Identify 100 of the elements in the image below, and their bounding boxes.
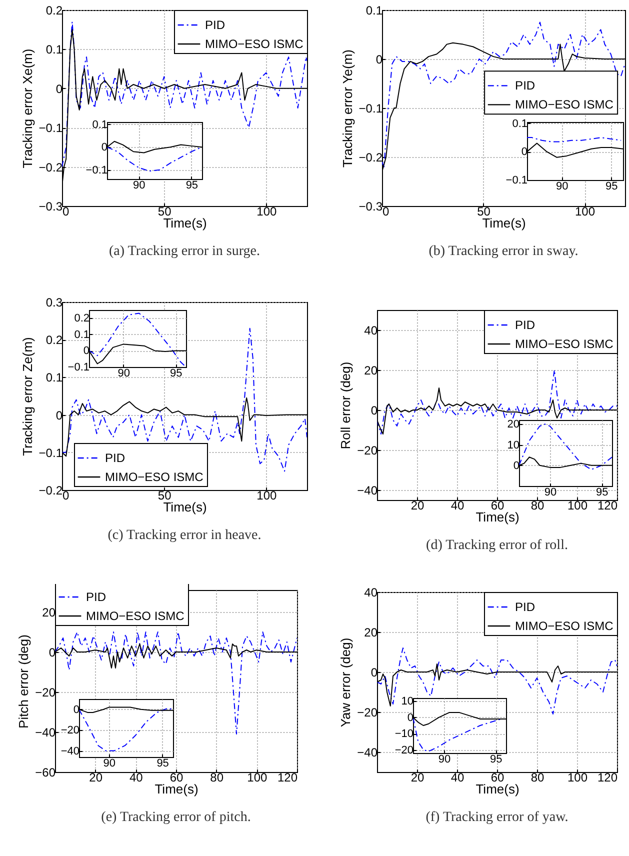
line-series	[79, 708, 173, 752]
y-tick-label: 10	[401, 696, 414, 708]
y-tick-label: 0.2	[46, 333, 63, 348]
y-tick-label: −20	[357, 706, 378, 720]
text: (c) Tracking error in heave.	[108, 528, 262, 543]
y-tick-label: 0	[48, 646, 56, 660]
y-tick-label: 0.2	[74, 312, 90, 325]
y-tick-label: 40	[364, 324, 378, 338]
x-tick-label: 90	[544, 486, 557, 498]
line-series	[377, 370, 617, 434]
line-series	[377, 648, 617, 714]
x-tick-label: 100	[567, 498, 588, 512]
line-series	[55, 632, 297, 734]
x-tick-label: 20	[410, 770, 424, 784]
y-axis-title: Pitch error (deg)	[16, 634, 32, 728]
y-tick-label: −20	[357, 444, 378, 458]
y-tick-label: 0	[407, 712, 414, 724]
y-axis-title: Tracking error Ze(m)	[20, 337, 35, 456]
legend-label: MIMO−ESO ISMC	[515, 619, 614, 633]
x-tick-label: 95	[186, 180, 198, 192]
y-tick-label: 0.1	[74, 328, 90, 341]
line-series	[62, 328, 307, 472]
y-tick-label: 0	[370, 404, 378, 418]
y-tick-label: 0	[521, 146, 528, 158]
y-tick-label: 0	[513, 460, 520, 472]
y-tick-label: 0.1	[366, 4, 383, 18]
x-tick-label: 40	[450, 770, 464, 784]
x-tick-label: 120	[277, 770, 298, 784]
y-tick-label: −40	[357, 746, 378, 760]
x-tick-label: 100	[256, 204, 277, 218]
y-tick-label: 40	[364, 586, 378, 600]
x-tick-label: 100	[247, 770, 268, 784]
x-tick-label: 60	[490, 770, 504, 784]
legend-label: PID	[515, 78, 536, 93]
y-tick-label: 0.1	[46, 42, 63, 57]
y-tick-label: −0.1	[38, 446, 63, 460]
y-tick-label: −0.1	[38, 121, 63, 136]
y-tick-label: 0	[376, 52, 383, 66]
legend-label: PID	[105, 451, 126, 465]
y-axis-title: Roll error (deg)	[338, 362, 354, 450]
x-tick-label: 95	[490, 754, 502, 766]
x-tick-label: 20	[410, 498, 424, 512]
x-tick-label: 50	[158, 204, 172, 218]
text: (e) Tracking error of pitch.	[101, 810, 251, 825]
x-tick-label: 60	[490, 498, 504, 512]
y-tick-label: −40	[357, 484, 378, 498]
x-tick-label: 90	[103, 758, 116, 770]
x-tick-label: 100	[567, 770, 588, 784]
x-tick-label: 60	[170, 770, 184, 784]
legend-label: MIMO−ESO ISMC	[515, 337, 614, 351]
y-tick-label: −0.1	[86, 164, 108, 176]
x-tick-label: 90	[118, 368, 130, 380]
y-tick-label: 0	[73, 704, 80, 716]
y-tick-label: −10	[394, 728, 414, 740]
x-tick-label: 50	[477, 204, 491, 218]
y-tick-label: 0.1	[92, 118, 108, 131]
x-tick-label: 120	[597, 770, 618, 784]
legend-label: PID	[515, 318, 536, 332]
text: (b) Tracking error in sway.	[428, 244, 578, 259]
line-series	[382, 22, 625, 168]
x-axis-title: Time(s)	[154, 782, 198, 796]
y-tick-label: −0.1	[506, 174, 528, 186]
text: (f) Tracking error of yaw.	[426, 810, 568, 825]
x-tick-label: 80	[530, 498, 544, 512]
x-tick-label: 80	[530, 770, 544, 784]
y-tick-label: 0.3	[46, 296, 63, 310]
x-tick-label: 90	[133, 180, 146, 192]
y-tick-label: −40	[60, 745, 80, 758]
line-series	[62, 21, 307, 168]
y-tick-label: 0	[56, 408, 63, 422]
y-tick-label: 0.2	[46, 4, 63, 18]
y-tick-label: −20	[394, 744, 414, 756]
x-tick-label: 100	[256, 488, 277, 502]
x-tick-label: 95	[606, 180, 618, 192]
y-tick-label: −20	[60, 724, 80, 737]
y-tick-label: −0.3	[38, 200, 63, 214]
x-tick-label: 100	[574, 204, 596, 218]
x-axis-title: Time(s)	[163, 216, 207, 230]
y-tick-label: −0.1	[358, 102, 383, 116]
legend-label: MIMO−ESO ISMC	[515, 98, 614, 112]
y-tick-label: 0.1	[46, 370, 63, 385]
y-tick-label: −20	[35, 686, 56, 700]
x-tick-label: 95	[170, 368, 182, 380]
y-tick-label: −0.2	[38, 484, 63, 498]
x-tick-label: 95	[156, 758, 169, 770]
legend-label: MIMO−ESO ISMC	[205, 37, 304, 51]
y-tick-label: −0.3	[358, 200, 383, 214]
x-tick-label: 90	[556, 180, 568, 192]
x-tick-label: 50	[158, 488, 172, 502]
x-tick-label: 80	[210, 770, 224, 784]
y-tick-label: −0.2	[38, 160, 63, 174]
x-axis-title: Time(s)	[163, 500, 207, 514]
text: (d) Tracking error of roll.	[426, 538, 568, 553]
x-tick-label: 40	[450, 498, 464, 512]
y-tick-label: 20	[507, 418, 520, 431]
y-tick-label: −0.1	[68, 362, 90, 374]
text: (a) Tracking error in surge.	[109, 244, 260, 259]
x-tick-label: 40	[129, 770, 144, 784]
x-tick-label: 90	[438, 754, 451, 766]
legend-label: MIMO−ESO ISMC	[105, 470, 204, 484]
